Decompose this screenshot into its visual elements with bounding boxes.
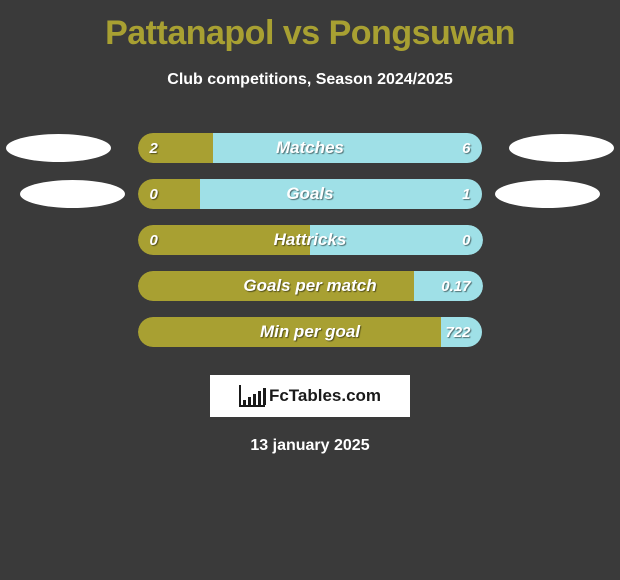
logo-bar-icon — [248, 397, 251, 405]
page-title: Pattanapol vs Pongsuwan — [0, 8, 620, 59]
player-right-marker — [495, 180, 600, 208]
comparison-rows: Matches26 Goals01 Hattricks00 Goals per mat… — [0, 125, 620, 355]
date-label: 13 january 2025 — [0, 437, 620, 455]
stat-bar-right-segment — [310, 225, 483, 255]
stat-bar-left-segment — [138, 317, 442, 347]
stat-bar-right-segment — [441, 317, 482, 347]
logo-bar-icon — [243, 400, 246, 405]
player-right-marker — [509, 134, 614, 162]
stat-bar: Hattricks00 — [138, 225, 483, 255]
infographic-container: Pattanapol vs Pongsuwan Club competition… — [0, 0, 620, 455]
stat-bar: Goals01 — [138, 179, 483, 209]
comparison-row: Hattricks00 — [0, 217, 620, 263]
stat-bar-right-segment — [414, 271, 483, 301]
logo-chart-icon — [239, 385, 265, 407]
stat-bar: Min per goal722 — [138, 317, 483, 347]
stat-bar: Goals per match0.17 — [138, 271, 483, 301]
comparison-row: Goals01 — [0, 171, 620, 217]
logo-bar-icon — [258, 391, 261, 405]
subtitle: Club competitions, Season 2024/2025 — [0, 71, 620, 89]
comparison-row: Goals per match0.17 — [0, 263, 620, 309]
stat-bar-right-segment — [200, 179, 483, 209]
logo-box: FcTables.com — [210, 375, 410, 417]
stat-bar-left-segment — [138, 133, 214, 163]
comparison-row: Min per goal722 — [0, 309, 620, 355]
player-left-marker — [6, 134, 111, 162]
logo: FcTables.com — [239, 385, 381, 407]
stat-bar-left-segment — [138, 225, 311, 255]
logo-bar-icon — [263, 388, 266, 405]
stat-bar-left-segment — [138, 179, 200, 209]
stat-bar-right-segment — [213, 133, 482, 163]
stat-bar: Matches26 — [138, 133, 483, 163]
logo-bar-icon — [253, 394, 256, 405]
logo-text: FcTables.com — [269, 386, 381, 406]
player-left-marker — [20, 180, 125, 208]
stat-bar-left-segment — [138, 271, 414, 301]
comparison-row: Matches26 — [0, 125, 620, 171]
